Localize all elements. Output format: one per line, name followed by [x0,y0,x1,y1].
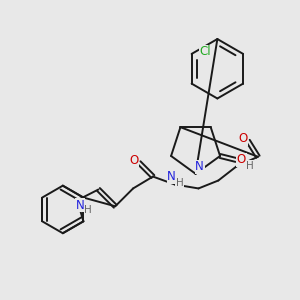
Text: N: N [76,199,85,212]
Text: N: N [238,153,247,166]
Text: O: O [236,153,245,167]
Text: N: N [195,160,204,173]
Text: H: H [246,161,254,171]
Text: H: H [176,178,184,188]
Text: Cl: Cl [200,45,211,58]
Text: N: N [167,170,176,183]
Text: O: O [130,154,139,167]
Text: O: O [238,132,248,146]
Text: H: H [84,205,92,215]
